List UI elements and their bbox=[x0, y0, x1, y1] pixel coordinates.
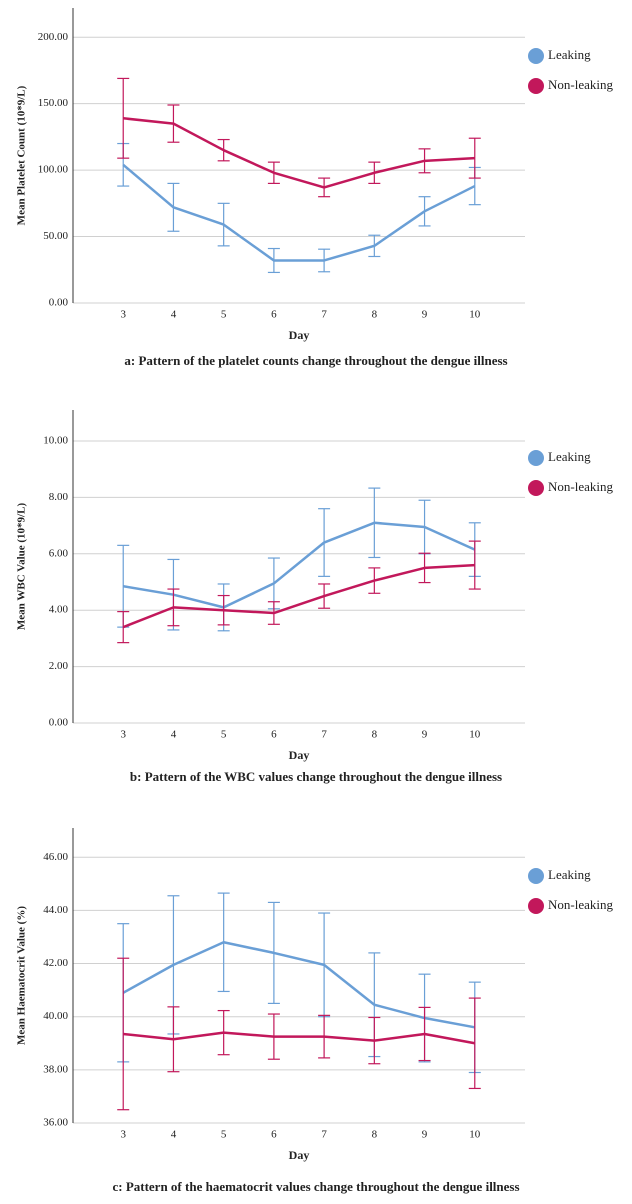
legend-marker bbox=[528, 78, 544, 94]
x-tick-label: 10 bbox=[469, 309, 481, 321]
x-tick-label: 9 bbox=[422, 1129, 428, 1141]
legend-marker bbox=[528, 868, 544, 884]
legend-label: Leaking bbox=[548, 47, 591, 62]
x-tick-label: 9 bbox=[422, 309, 428, 321]
x-tick-label: 7 bbox=[321, 1129, 327, 1141]
caption: a: Pattern of the platelet counts change… bbox=[124, 353, 507, 368]
chart: 0.00 50.00 100.00 150.00 200.00 3 4 5 6 7 8 9 10 Day M… bbox=[16, 8, 613, 368]
y-tick-label: 50.00 bbox=[43, 230, 68, 242]
y-tick-label: 150.00 bbox=[38, 97, 69, 109]
legend-label: Leaking bbox=[548, 867, 591, 882]
y-tick-label: 10.00 bbox=[43, 435, 68, 447]
x-tick-label: 9 bbox=[422, 729, 428, 741]
x-tick-label: 4 bbox=[171, 729, 177, 741]
y-tick-label: 2.00 bbox=[49, 660, 69, 672]
x-axis-title: Day bbox=[289, 748, 310, 762]
x-tick-label: 6 bbox=[271, 1129, 277, 1141]
y-axis-title: Mean WBC Value (10*9/L) bbox=[16, 503, 28, 631]
y-tick-label: 4.00 bbox=[49, 604, 69, 616]
legend-label: Non-leaking bbox=[548, 77, 613, 92]
chart: 36.00 38.00 40.00 42.00 44.00 46.00 3 4 5 6 7 8 9 10 D… bbox=[16, 828, 613, 1194]
x-tick-label: 5 bbox=[221, 729, 227, 741]
legend-marker bbox=[528, 48, 544, 64]
x-tick-label: 5 bbox=[221, 1129, 227, 1141]
x-tick-label: 6 bbox=[271, 729, 277, 741]
caption: c: Pattern of the haematocrit values cha… bbox=[112, 1179, 519, 1194]
error-bar bbox=[117, 77, 130, 159]
x-tick-label: 8 bbox=[372, 1129, 378, 1141]
y-tick-label: 40.00 bbox=[43, 1010, 68, 1022]
series-line bbox=[122, 563, 475, 629]
x-tick-label: 3 bbox=[120, 1129, 126, 1141]
legend-label: Leaking bbox=[548, 449, 591, 464]
x-axis-title: Day bbox=[289, 1148, 310, 1162]
legend-marker bbox=[528, 898, 544, 914]
x-tick-label: 4 bbox=[171, 1129, 177, 1141]
x-tick-label: 7 bbox=[321, 309, 327, 321]
y-tick-label: 44.00 bbox=[43, 904, 68, 916]
y-axis-title: Mean Haematocrit Value (%) bbox=[16, 906, 28, 1045]
y-tick-label: 42.00 bbox=[43, 957, 68, 969]
x-tick-label: 8 bbox=[372, 309, 378, 321]
legend-marker bbox=[528, 450, 544, 466]
x-tick-label: 8 bbox=[372, 729, 378, 741]
y-axis-title: Mean Platelet Count (10*9/L) bbox=[16, 85, 28, 225]
y-tick-label: 8.00 bbox=[49, 491, 69, 503]
x-axis-title: Day bbox=[289, 328, 310, 342]
series-line bbox=[123, 1031, 476, 1045]
series-line bbox=[122, 941, 476, 1029]
y-tick-label: 0.00 bbox=[49, 717, 69, 729]
legend-marker bbox=[528, 480, 544, 496]
x-tick-label: 3 bbox=[120, 729, 126, 741]
x-tick-label: 10 bbox=[469, 729, 481, 741]
x-tick-label: 7 bbox=[321, 729, 327, 741]
x-tick-label: 10 bbox=[469, 1129, 481, 1141]
y-tick-label: 36.00 bbox=[43, 1117, 68, 1129]
legend-label: Non-leaking bbox=[548, 479, 613, 494]
y-tick-label: 38.00 bbox=[43, 1063, 68, 1075]
x-tick-label: 6 bbox=[271, 309, 277, 321]
series-line bbox=[123, 117, 475, 189]
x-tick-label: 3 bbox=[120, 309, 126, 321]
caption: b: Pattern of the WBC values change thro… bbox=[130, 769, 502, 784]
y-tick-label: 200.00 bbox=[38, 31, 69, 43]
chart: 0.00 2.00 4.00 6.00 8.00 10.00 3 4 5 6 7 8 9 10 Day Mea… bbox=[16, 410, 613, 784]
y-tick-label: 6.00 bbox=[49, 547, 69, 559]
series-line bbox=[123, 521, 476, 609]
y-tick-label: 0.00 bbox=[49, 297, 69, 309]
x-tick-label: 5 bbox=[221, 309, 227, 321]
legend-label: Non-leaking bbox=[548, 897, 613, 912]
x-tick-label: 4 bbox=[171, 309, 177, 321]
y-tick-label: 46.00 bbox=[43, 851, 68, 863]
error-bar bbox=[117, 957, 130, 1111]
y-tick-label: 100.00 bbox=[38, 164, 69, 176]
series-line bbox=[122, 163, 476, 262]
